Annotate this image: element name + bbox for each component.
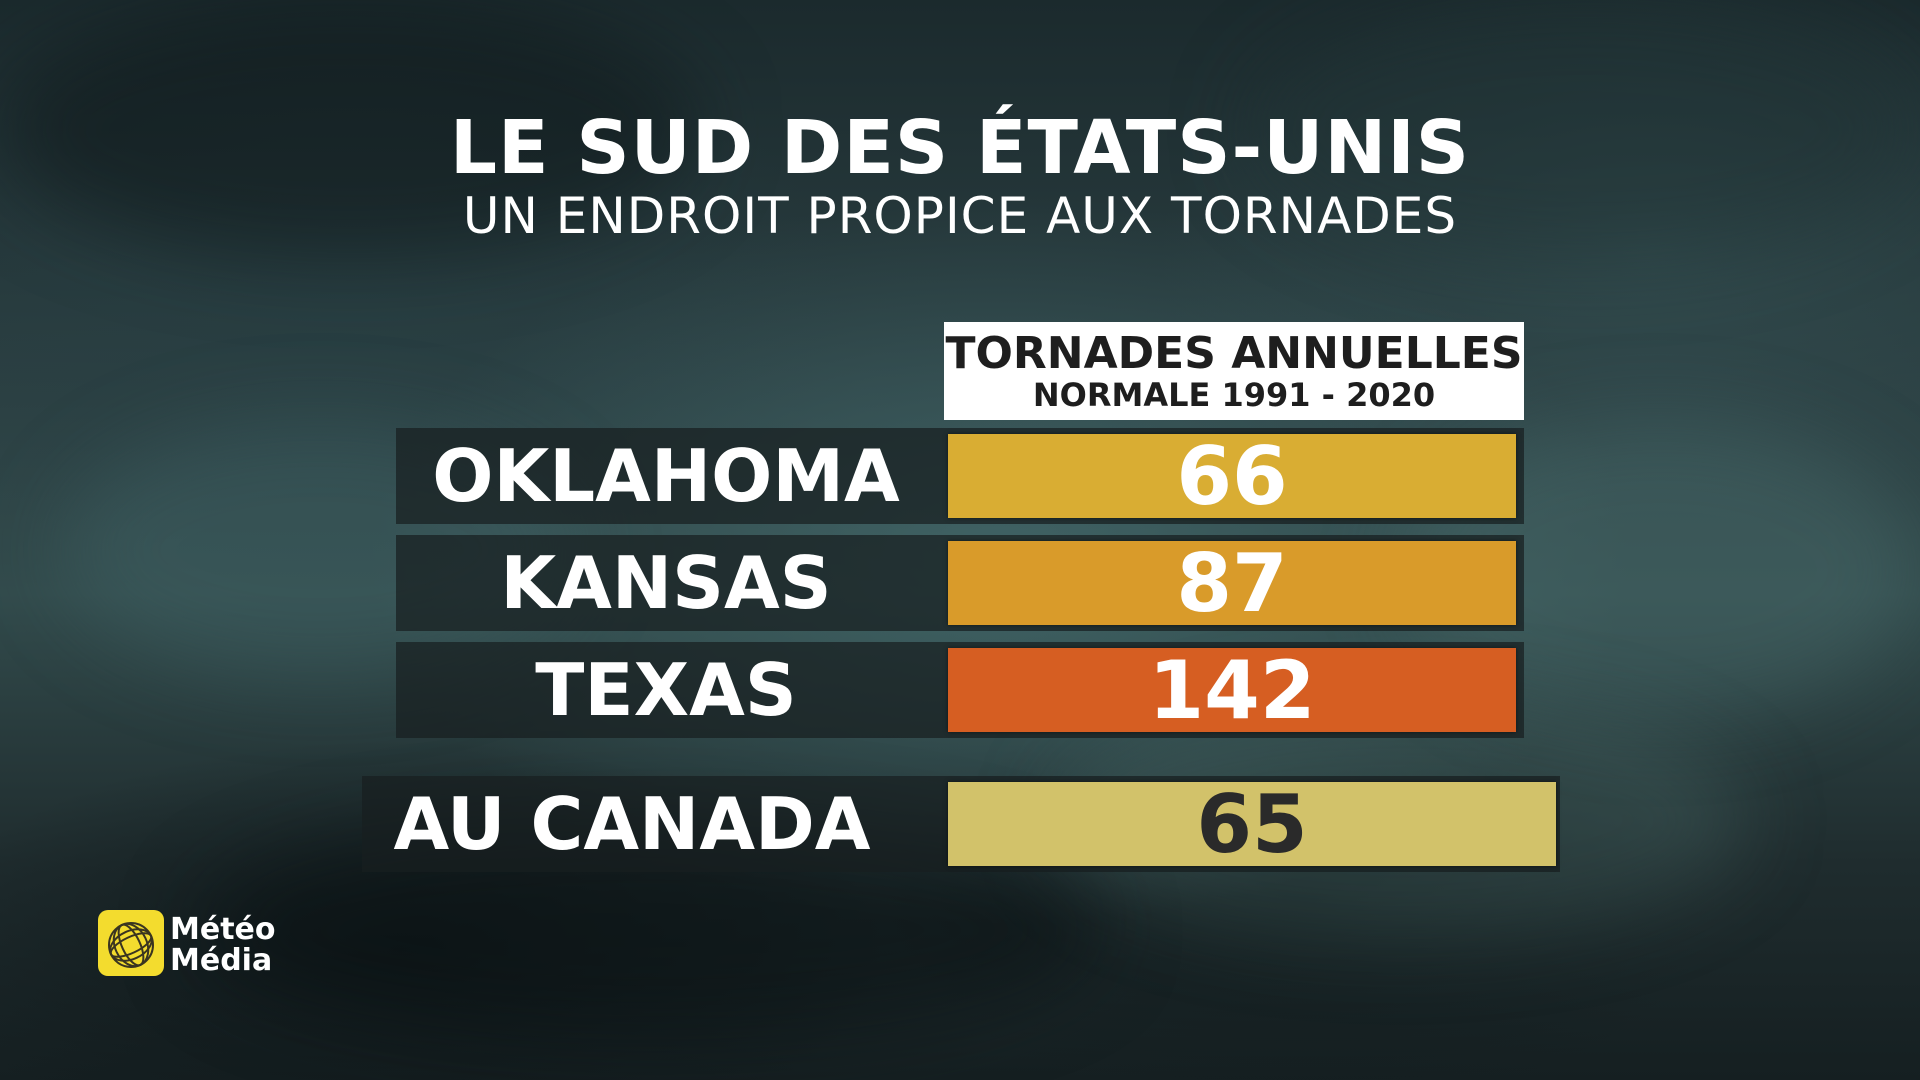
logo-line-1: Météo: [170, 912, 276, 947]
column-header: TORNADES ANNUELLES NORMALE 1991 - 2020: [944, 322, 1524, 420]
column-header-title: TORNADES ANNUELLES: [945, 328, 1523, 379]
row-kansas: KANSAS 87: [396, 535, 1524, 631]
row-value-kansas: 87: [948, 541, 1516, 627]
row-canada: AU CANADA 65: [362, 776, 1560, 872]
page-subtitle: UN ENDROIT PROPICE AUX TORNADES: [462, 187, 1458, 245]
logo-line-2: Média: [170, 943, 273, 978]
row-oklahoma: OKLAHOMA 66: [396, 428, 1524, 524]
row-value-oklahoma: 66: [948, 434, 1516, 520]
meteomedia-logo: Météo Média: [98, 910, 298, 980]
row-label-texas: TEXAS: [535, 648, 797, 732]
row-label-canada: AU CANADA: [393, 782, 871, 866]
logo-wordmark: Météo Média: [170, 914, 276, 976]
row-texas: TEXAS 142: [396, 642, 1524, 738]
column-header-subtitle: NORMALE 1991 - 2020: [1032, 376, 1436, 414]
row-value-texas: 142: [948, 648, 1516, 734]
row-label-oklahoma: OKLAHOMA: [432, 434, 900, 518]
meteomedia-globe-icon: [98, 910, 164, 976]
row-value-canada: 65: [948, 782, 1556, 868]
page-title: LE SUD DES ÉTATS-UNIS: [449, 105, 1471, 191]
row-label-kansas: KANSAS: [500, 541, 832, 625]
